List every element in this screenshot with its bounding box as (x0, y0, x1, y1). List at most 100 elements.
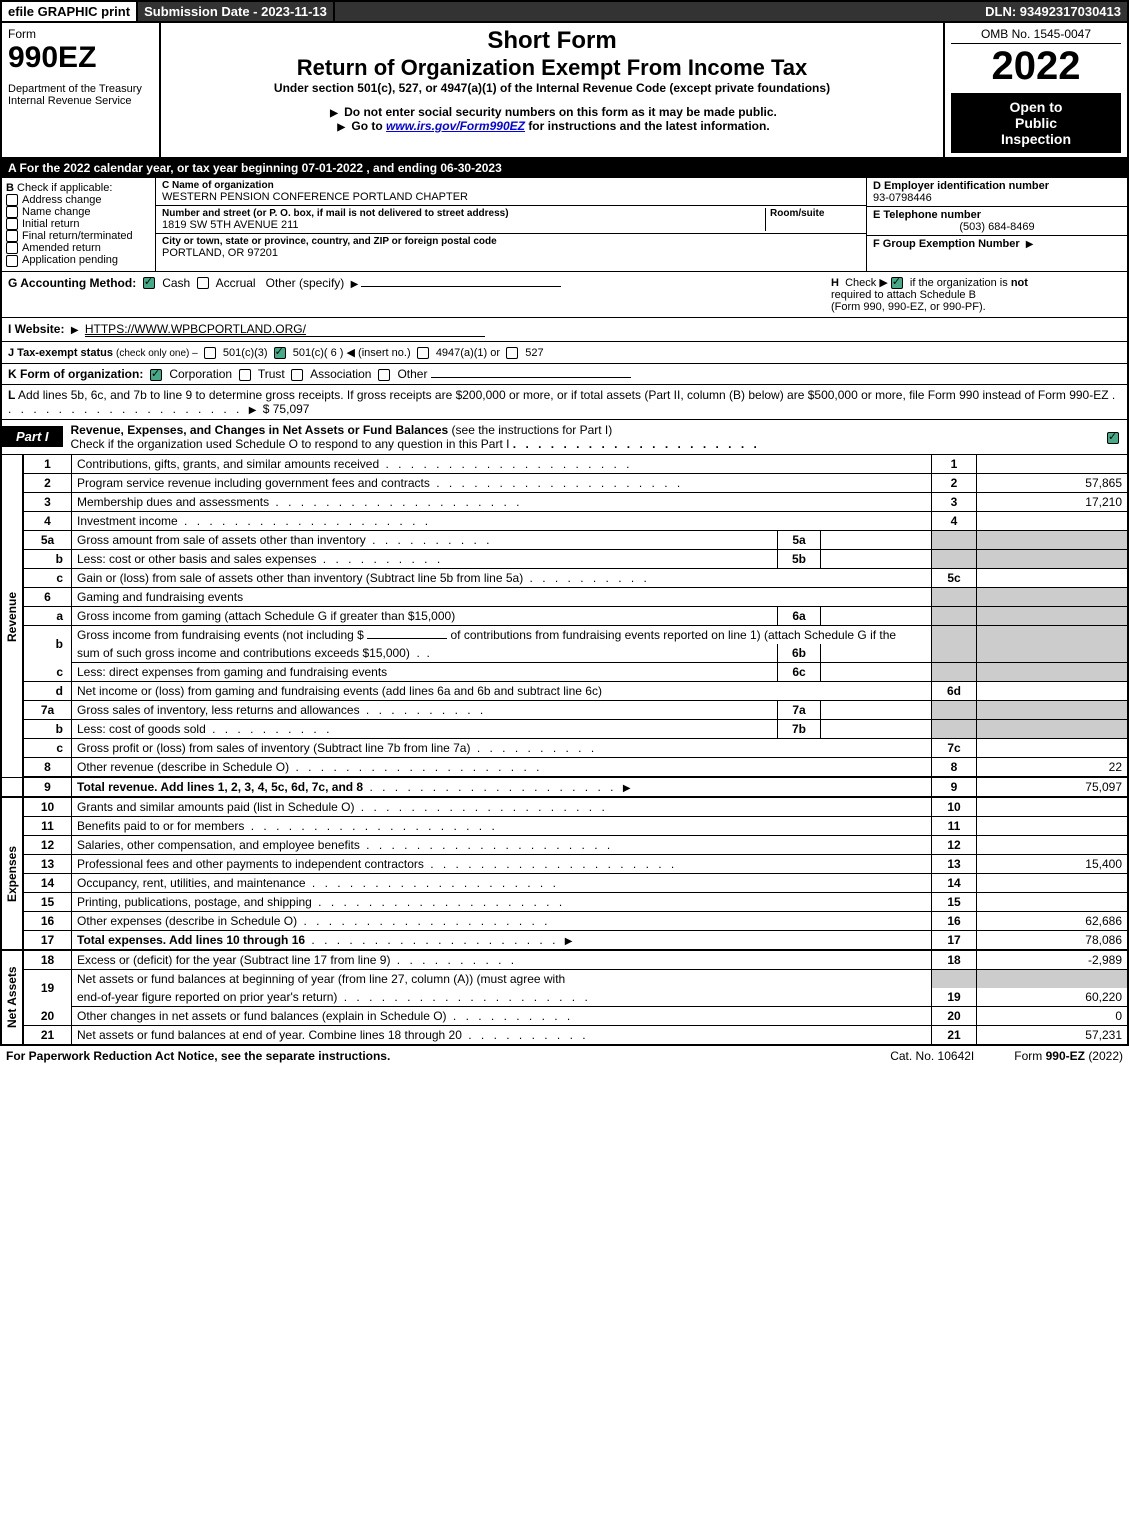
shaded-cell (977, 719, 1129, 738)
line-11-desc: Benefits paid to or for members (77, 819, 244, 833)
org-name-label: C Name of organization (162, 180, 860, 191)
6b-amount-input[interactable] (367, 638, 447, 639)
form-ref: Form 990-EZ (2022) (1014, 1049, 1123, 1063)
line-9-resno: 9 (932, 777, 977, 797)
lines-table: Revenue 1 Contributions, gifts, grants, … (0, 455, 1129, 1046)
goto-post: for instructions and the latest informat… (528, 119, 769, 133)
line-6b-desc1: Gross income from fundraising events (no… (77, 628, 364, 642)
line-3-desc: Membership dues and assessments (77, 495, 269, 509)
row-i: I Website: HTTPS://WWW.WPBCPORTLAND.ORG/ (0, 318, 1129, 342)
line-7a-inval (821, 700, 932, 719)
line-7b-inno: 7b (778, 719, 821, 738)
shaded-cell (977, 625, 1129, 644)
line-15-val (977, 892, 1129, 911)
line-6b-no: b (23, 625, 72, 662)
form-word: Form (8, 27, 153, 41)
part-1-label: Part I (2, 426, 63, 447)
arrow-icon (348, 276, 362, 290)
line-5b-no: b (23, 549, 72, 568)
checkbox-icon[interactable] (506, 347, 518, 359)
line-14-desc: Occupancy, rent, utilities, and maintena… (77, 876, 306, 890)
line-6-desc: Gaming and fundraising events (72, 587, 932, 606)
other-specify-input[interactable] (361, 286, 561, 287)
cash-option: Cash (162, 276, 190, 290)
checkbox-checked-icon[interactable] (150, 369, 162, 381)
line-11-val (977, 816, 1129, 835)
other-org-input[interactable] (431, 377, 631, 378)
line-17-no: 17 (23, 930, 72, 950)
chk-amended-return: Amended return (22, 242, 101, 254)
org-name: WESTERN PENSION CONFERENCE PORTLAND CHAP… (162, 191, 860, 203)
submission-date: Submission Date - 2023-11-13 (138, 2, 335, 21)
corporation-option: Corporation (169, 367, 232, 381)
checkbox-icon[interactable] (6, 230, 18, 242)
line-2-resno: 2 (932, 473, 977, 492)
line-19-desc2: end-of-year figure reported on prior yea… (77, 990, 337, 1004)
line-20-no: 20 (23, 1006, 72, 1025)
line-16-resno: 16 (932, 911, 977, 930)
line-14-val (977, 873, 1129, 892)
line-6d-no: d (23, 681, 72, 700)
h-text4: (Form 990, 990-EZ, or 990-PF). (831, 301, 986, 313)
line-6b-desc2: of contributions from fundraising events… (451, 628, 897, 642)
line-20-resno: 20 (932, 1006, 977, 1025)
checkbox-icon[interactable] (204, 347, 216, 359)
room-label: Room/suite (770, 208, 860, 219)
line-4-val (977, 511, 1129, 530)
checkbox-icon[interactable] (239, 369, 251, 381)
line-7b-inval (821, 719, 932, 738)
line-8-val: 22 (977, 757, 1129, 777)
checkbox-checked-icon[interactable] (1107, 432, 1119, 444)
4947a1-option: 4947(a)(1) or (436, 347, 500, 359)
netassets-sidelabel: Net Assets (1, 950, 23, 1045)
checkbox-icon[interactable] (378, 369, 390, 381)
other-org-option: Other (397, 367, 427, 381)
goto-pre: Go to (351, 119, 386, 133)
checkbox-icon[interactable] (6, 218, 18, 230)
checkbox-checked-icon[interactable] (891, 277, 903, 289)
line-7b-no: b (23, 719, 72, 738)
other-option: Other (specify) (266, 276, 345, 290)
line-7c-desc: Gross profit or (loss) from sales of inv… (77, 741, 470, 755)
tax-exempt-note: (check only one) – (116, 348, 198, 359)
catalog-number: Cat. No. 10642I (890, 1049, 974, 1063)
ssn-warning: Do not enter social security numbers on … (344, 105, 777, 119)
shaded-cell (932, 644, 977, 663)
h-check-arrow: Check ▶ (845, 277, 888, 289)
line-19-resno: 19 (932, 988, 977, 1007)
line-6d-desc: Net income or (loss) from gaming and fun… (77, 684, 602, 698)
line-6c-inval (821, 662, 932, 681)
omb-number: OMB No. 1545-0047 (951, 27, 1121, 44)
checkbox-icon[interactable] (291, 369, 303, 381)
shaded-cell (977, 644, 1129, 663)
shaded-cell (977, 662, 1129, 681)
checkbox-checked-icon[interactable] (143, 277, 155, 289)
goto-link[interactable]: www.irs.gov/Form990EZ (386, 119, 525, 133)
col-c: C Name of organization WESTERN PENSION C… (156, 178, 867, 271)
line-16-desc: Other expenses (describe in Schedule O) (77, 914, 297, 928)
line-10-resno: 10 (932, 797, 977, 817)
checkbox-icon[interactable] (6, 242, 18, 254)
part-1-header: Part I Revenue, Expenses, and Changes in… (0, 420, 1129, 455)
line-9-val: 75,097 (977, 777, 1129, 797)
website-link[interactable]: HTTPS://WWW.WPBCPORTLAND.ORG/ (85, 322, 306, 336)
line-18-no: 18 (23, 950, 72, 970)
line-13-no: 13 (23, 854, 72, 873)
checkbox-icon[interactable] (6, 255, 18, 267)
checkbox-icon[interactable] (6, 194, 18, 206)
tel-value: (503) 684-8469 (873, 221, 1121, 233)
tax-exempt-label: J Tax-exempt status (8, 347, 113, 359)
short-form-title: Short Form (167, 27, 937, 55)
line-6-no: 6 (23, 587, 72, 606)
accounting-method-label: G Accounting Method: (8, 276, 136, 290)
line-8-desc: Other revenue (describe in Schedule O) (77, 760, 289, 774)
part-1-paren: (see the instructions for Part I) (452, 423, 613, 437)
open-line3: Inspection (955, 131, 1117, 147)
line-18-val: -2,989 (977, 950, 1129, 970)
checkbox-icon[interactable] (6, 206, 18, 218)
line-7a-inno: 7a (778, 700, 821, 719)
checkbox-icon[interactable] (417, 347, 429, 359)
line-2-desc: Program service revenue including govern… (77, 476, 430, 490)
checkbox-icon[interactable] (197, 277, 209, 289)
checkbox-checked-icon[interactable] (274, 347, 286, 359)
